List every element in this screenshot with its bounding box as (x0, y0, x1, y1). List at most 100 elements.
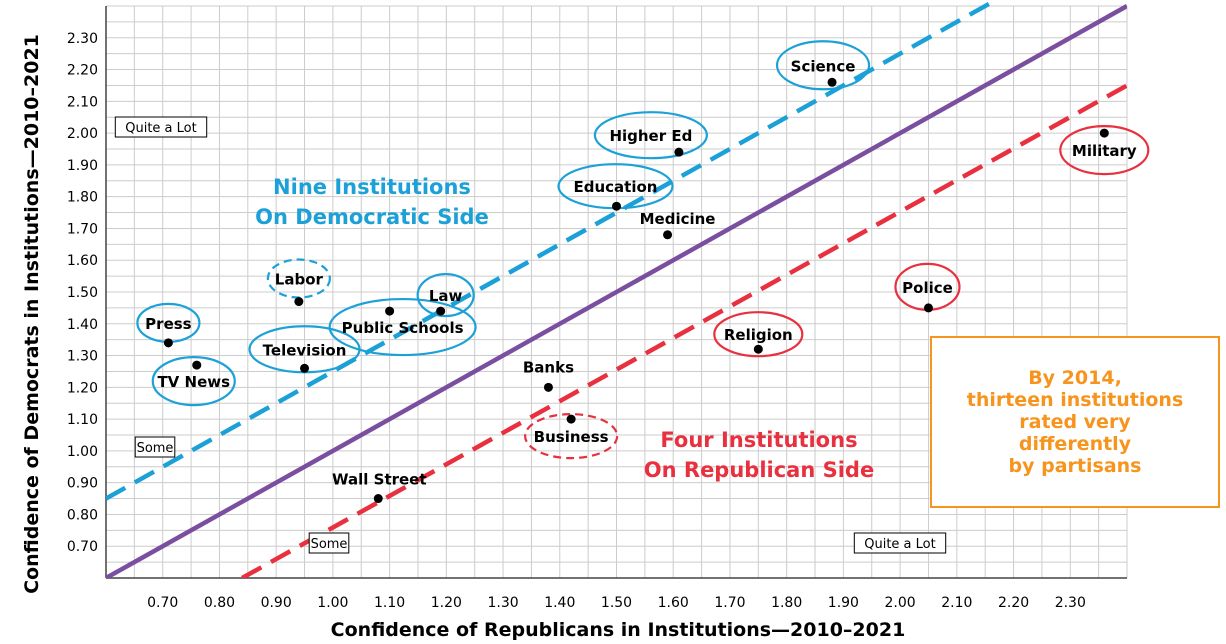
x-tick-label: 1.90 (828, 595, 859, 611)
point-labels: Science Higher Ed Education Medicine Militar… (145, 57, 1137, 488)
y-tick-label: 1.80 (67, 190, 98, 206)
x-tick-label: 2.00 (885, 595, 916, 611)
callout-line-5: by partisans (1008, 455, 1142, 477)
scale-boxes: Quite a Lot Some Some Quite a Lot (114, 116, 947, 554)
x-tick-label: 0.80 (204, 595, 235, 611)
tv-news-label: TV News (157, 373, 230, 391)
law-label: Law (429, 287, 463, 305)
medicine-label: Medicine (640, 210, 716, 228)
callout-line-3: rated very (1019, 411, 1131, 433)
y-some-label: Some (137, 441, 174, 456)
law-point (436, 306, 446, 316)
x-tick-labels: 0.70 0.80 0.90 1.00 1.10 1.20 1.30 1.40 1.50 1.60… (147, 595, 1086, 611)
x-tick-label: 0.90 (261, 595, 292, 611)
higher-ed-ellipse (593, 111, 708, 160)
y-tick-label: 0.90 (67, 476, 98, 492)
y-tick-label: 1.40 (67, 317, 98, 333)
x-tick-label: 2.10 (941, 595, 972, 611)
x-tick-label: 1.10 (374, 595, 405, 611)
x-tick-label: 1.50 (601, 595, 632, 611)
y-tick-labels: 0.70 0.80 0.90 1.00 1.10 1.20 1.30 1.40 1.50 1.60… (67, 31, 98, 555)
x-tick-label: 2.20 (998, 595, 1029, 611)
public-schools-ellipse (328, 297, 477, 357)
y-tick-label: 2.20 (67, 63, 98, 79)
y-tick-label: 1.50 (67, 285, 98, 301)
religion-ellipse (713, 311, 804, 358)
callout-box: By 2014, thirteen institutions rated ver… (930, 336, 1220, 508)
labor-label: Labor (275, 271, 324, 289)
press-label: Press (145, 315, 191, 333)
wall-street-label: Wall Street (332, 471, 427, 489)
business-point (566, 414, 576, 424)
television-label: Television (263, 341, 347, 359)
diagonal-line (106, 4, 1127, 578)
higher-ed-point (674, 147, 684, 157)
business-ellipse (524, 413, 619, 460)
y-tick-label: 2.00 (67, 126, 98, 142)
x-tick-label: 1.60 (658, 595, 689, 611)
higher-ed-label: Higher Ed (609, 127, 692, 145)
military-point (1099, 128, 1109, 138)
business-label: Business (534, 428, 609, 446)
public-schools-label: Public Schools (342, 319, 464, 337)
republican-trend-line (241, 83, 1127, 578)
x-tick-label: 0.70 (147, 595, 178, 611)
republican-side-label-2: On Republican Side (644, 458, 874, 482)
press-point (163, 338, 173, 348)
x-some-label: Some (311, 537, 348, 552)
police-label: Police (902, 279, 953, 297)
y-some-label-box (134, 436, 176, 458)
x-some-label-box (308, 532, 350, 554)
y-quite-a-lot-label-box (114, 116, 208, 138)
y-tick-label: 0.80 (67, 507, 98, 523)
x-tick-label: 1.40 (544, 595, 575, 611)
y-axis-label: Confidence of Democrats in Institutions—… (21, 34, 43, 594)
education-point (612, 201, 621, 211)
callout-line-4: differently (1018, 433, 1132, 455)
callout-line-2: thirteen institutions (966, 389, 1184, 411)
x-tick-label: 2.30 (1055, 595, 1086, 611)
democratic-side-label-2: On Democratic Side (255, 205, 489, 229)
tv-news-point (192, 360, 202, 370)
data-points (163, 77, 1109, 504)
y-tick-label: 2.10 (67, 94, 98, 110)
y-tick-label: 1.20 (67, 380, 98, 396)
television-point (300, 363, 310, 373)
x-tick-label: 1.70 (714, 595, 745, 611)
y-tick-label: 1.90 (67, 158, 98, 174)
x-axis-label: Confidence of Republicans in Institution… (331, 619, 906, 641)
tv-news-ellipse (151, 355, 236, 407)
medicine-point (663, 230, 673, 240)
x-quite-a-lot-label: Quite a Lot (864, 537, 935, 552)
military-label: Military (1072, 142, 1137, 160)
military-ellipse (1059, 125, 1150, 176)
law-ellipse (416, 272, 475, 318)
y-tick-label: 1.10 (67, 412, 98, 428)
y-quite-a-lot-label: Quite a Lot (125, 121, 196, 136)
reference-lines (106, 0, 1127, 578)
callout-line-1: By 2014, (1028, 367, 1122, 389)
x-tick-label: 1.30 (487, 595, 518, 611)
y-tick-label: 1.60 (67, 253, 98, 269)
x-quite-a-lot-label-box (853, 532, 947, 554)
public-schools-point (385, 306, 395, 316)
y-tick-label: 1.70 (67, 221, 98, 237)
religion-point (753, 344, 763, 354)
y-tick-label: 1.00 (67, 444, 98, 460)
banks-label: Banks (523, 358, 574, 376)
democratic-side-label-1: Nine Institutions (273, 175, 471, 199)
education-label: Education (574, 178, 658, 196)
democratic-trend-line (106, 0, 992, 501)
republican-side-label-1: Four Institutions (660, 428, 857, 452)
wall-street-point (373, 494, 383, 504)
science-label: Science (791, 57, 856, 75)
y-tick-label: 0.70 (67, 539, 98, 555)
x-tick-label: 1.00 (317, 595, 348, 611)
science-point (827, 77, 837, 87)
x-tick-label: 1.20 (431, 595, 462, 611)
labor-point (294, 297, 304, 307)
y-tick-label: 2.30 (67, 31, 98, 47)
side-labels: Nine Institutions On Democratic Side Four … (255, 175, 874, 482)
x-tick-label: 1.80 (771, 595, 802, 611)
